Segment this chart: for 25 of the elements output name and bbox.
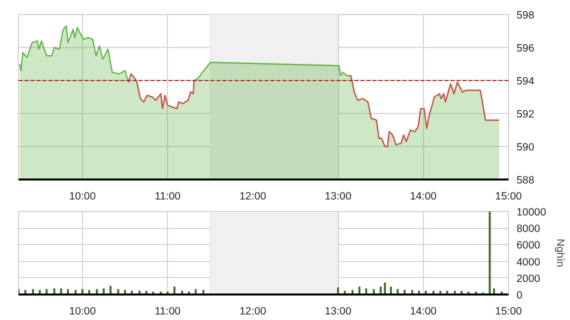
x-tick-label: 15:00 bbox=[495, 190, 522, 202]
y-tick-label: 588 bbox=[516, 174, 534, 186]
x-tick-label: 11:00 bbox=[154, 190, 181, 202]
y-tick-label: 0 bbox=[516, 290, 522, 302]
y-tick-label: 598 bbox=[516, 10, 534, 22]
y-tick-label: 596 bbox=[516, 42, 534, 54]
y-tick-label: 10000 bbox=[516, 206, 546, 218]
y-tick-label: 590 bbox=[516, 142, 534, 154]
x-tick-label: 14:00 bbox=[410, 190, 437, 202]
x-tick-label: 10:00 bbox=[69, 306, 96, 318]
y-tick-label: 8000 bbox=[516, 223, 540, 236]
x-tick-label: 13:00 bbox=[324, 306, 352, 318]
y-tick-label: 6000 bbox=[516, 240, 540, 252]
y-tick-label: 592 bbox=[516, 108, 534, 120]
x-tick-label: 13:00 bbox=[324, 190, 352, 202]
x-tick-label: 12:00 bbox=[240, 306, 266, 318]
x-tick-label: 12:00 bbox=[240, 190, 266, 202]
y-tick-label: 594 bbox=[516, 76, 534, 88]
x-tick-label: 10:00 bbox=[69, 190, 96, 202]
x-tick-label: 14:00 bbox=[410, 306, 437, 318]
y-axis-title: Nghìn bbox=[554, 238, 566, 268]
y-tick-label: 2000 bbox=[516, 272, 540, 285]
y-tick-label: 4000 bbox=[516, 256, 540, 268]
x-tick-label: 11:00 bbox=[154, 306, 181, 318]
x-tick-label: 15:00 bbox=[495, 306, 522, 318]
